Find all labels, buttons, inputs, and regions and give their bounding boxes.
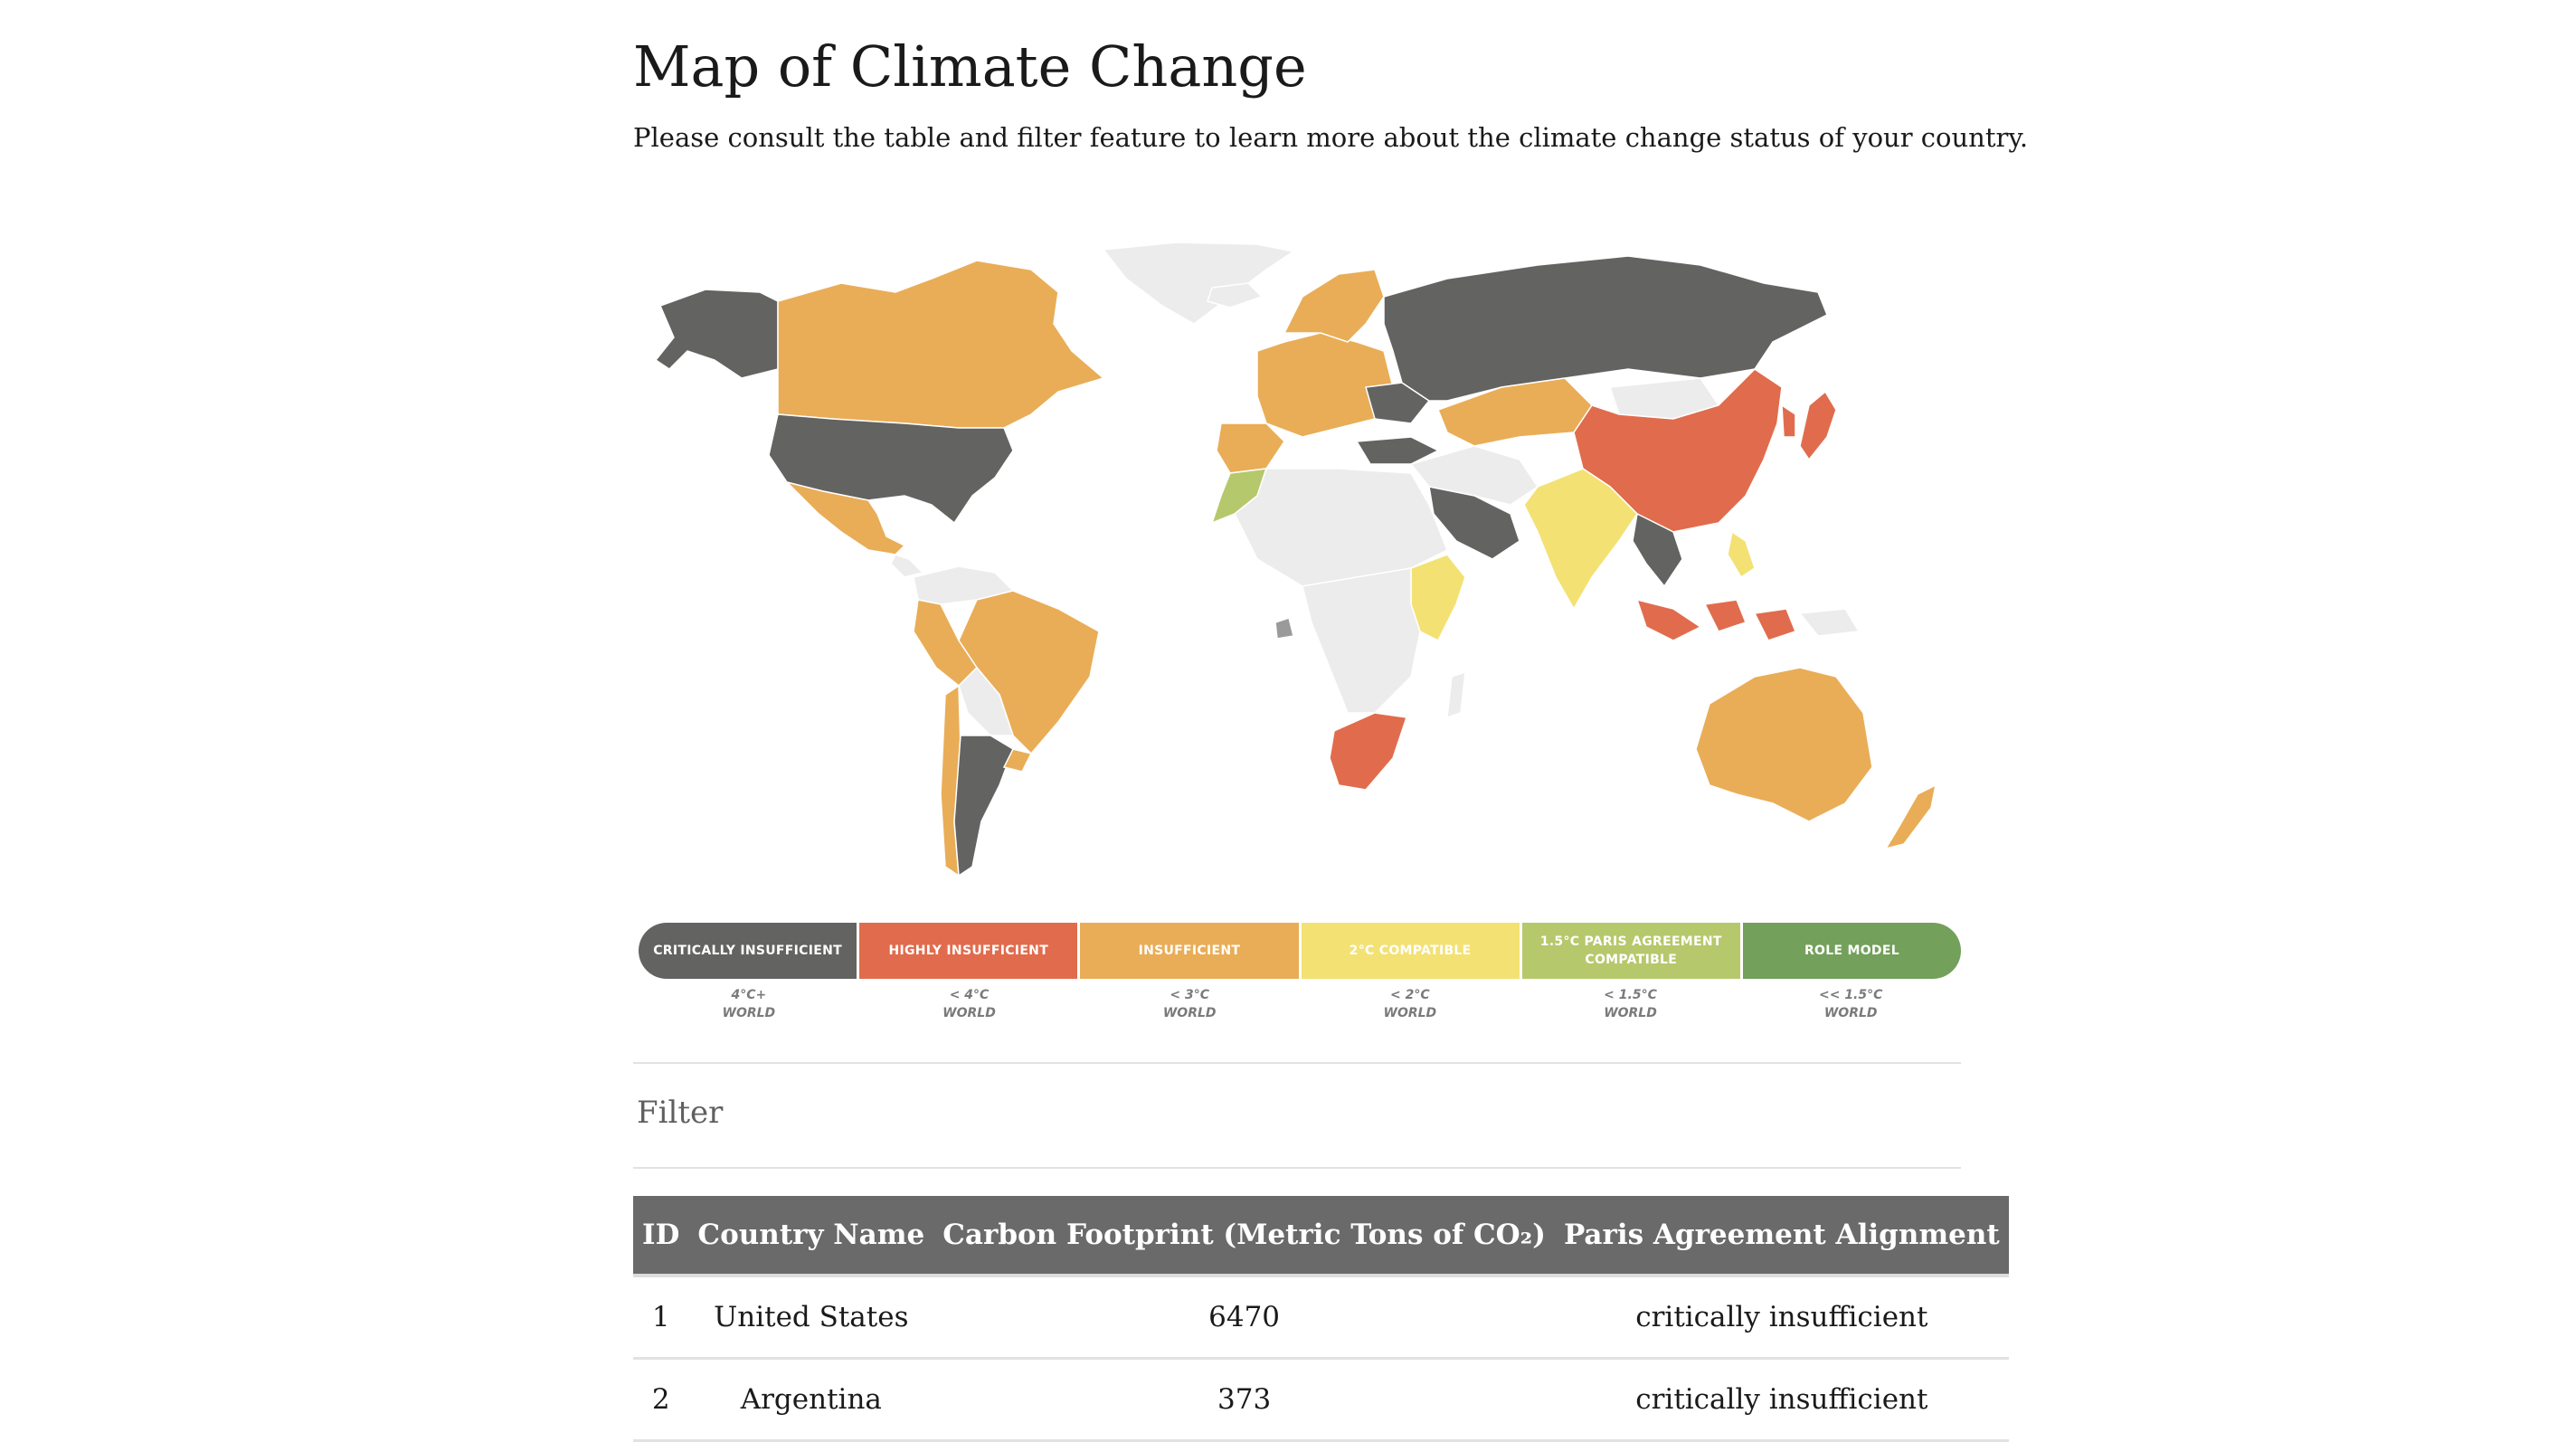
map-region-iberia: [1216, 422, 1285, 474]
legend-world-label: WORLD: [1383, 1006, 1437, 1020]
legend-item-3: INSUFFICIENT: [1080, 923, 1302, 979]
map-region-western-europe: [1256, 332, 1394, 438]
cell-paris-alignment: critically insufficient: [1554, 1358, 2009, 1442]
map-region-southeast-asia: [1632, 512, 1683, 588]
legend-world-label: WORLD: [942, 1006, 996, 1020]
map-region-gabon: [1274, 617, 1294, 640]
cell-id: 2: [633, 1358, 689, 1442]
legend-item-2: HIGHLY INSUFFICIENT: [859, 923, 1081, 979]
legend-world-label: WORLD: [722, 1006, 776, 1020]
column-header-carbon-footprint[interactable]: Carbon Footprint (Metric Tons of CO₂): [933, 1196, 1555, 1277]
legend-sublabel-6: << 1.5°C WORLD: [1740, 986, 1961, 1022]
map-region-india: [1523, 468, 1638, 611]
table-row[interactable]: 2 Argentina 373 critically insufficient: [633, 1358, 2009, 1442]
map-region-iceland: [1207, 282, 1264, 308]
legend-item-6: ROLE MODEL: [1742, 923, 1961, 979]
legend-sublabel-3: < 3°C WORLD: [1079, 986, 1300, 1022]
map-region-central-america: [890, 554, 924, 578]
filter-toggle[interactable]: Filter: [637, 1095, 724, 1131]
cell-country-name: United States: [688, 1276, 934, 1360]
map-region-papua: [1798, 608, 1861, 637]
map-region-turkey: [1355, 436, 1440, 465]
legend-world-label: WORLD: [1823, 1006, 1878, 1020]
column-header-paris-alignment[interactable]: Paris Agreement Alignment: [1554, 1196, 2009, 1277]
world-map: [654, 242, 1937, 878]
map-region-indonesia-2: [1703, 599, 1747, 632]
map-region-australia: [1695, 667, 1873, 822]
map-region-new-zealand: [1884, 783, 1937, 850]
map-region-south-africa: [1329, 712, 1407, 791]
map-region-scandinavia: [1283, 269, 1385, 343]
rating-legend: CRITICALLY INSUFFICIENT HIGHLY INSUFFICIE…: [639, 923, 1961, 979]
map-region-uruguay: [1002, 748, 1033, 773]
table-row[interactable]: 1 United States 6470 critically insuffic…: [633, 1276, 2009, 1360]
cell-carbon-footprint: 6470: [933, 1276, 1555, 1360]
cell-country-name: Argentina: [688, 1358, 934, 1442]
column-header-country-name[interactable]: Country Name: [688, 1196, 934, 1277]
map-region-usa: [768, 413, 1014, 525]
map-region-alaska: [654, 289, 779, 379]
legend-temperature: 4°C+: [731, 988, 767, 1002]
legend-sublabel-2: < 4°C WORLD: [859, 986, 1080, 1022]
map-region-japan: [1799, 390, 1837, 461]
map-region-indonesia: [1635, 598, 1702, 641]
map-region-madagascar: [1446, 670, 1466, 719]
map-region-korea: [1781, 403, 1796, 438]
legend-item-5: 1.5°C PARIS AGREEMENT COMPATIBLE: [1521, 923, 1743, 979]
climate-table: ID Country Name Carbon Footprint (Metric…: [633, 1196, 2009, 1442]
legend-temperature: < 3°C: [1170, 988, 1209, 1002]
legend-temperature: < 4°C: [949, 988, 990, 1002]
cell-id: 1: [633, 1276, 689, 1360]
legend-temperature: < 1.5°C: [1604, 988, 1657, 1002]
rating-legend-sublabels: 4°C+ WORLD < 4°C WORLD < 3°C WORLD < 2°C WORLD <…: [639, 986, 1961, 1022]
legend-item-1: CRITICALLY INSUFFICIENT: [639, 923, 860, 979]
divider-bottom: [633, 1167, 1961, 1169]
legend-sublabel-4: < 2°C WORLD: [1300, 986, 1520, 1022]
map-region-bolivia: [958, 666, 1015, 736]
cell-paris-alignment: critically insufficient: [1554, 1276, 2009, 1360]
legend-item-4: 2°C COMPATIBLE: [1301, 923, 1522, 979]
legend-temperature: < 2°C: [1390, 988, 1430, 1002]
page-subtitle: Please consult the table and filter feat…: [633, 122, 2029, 153]
map-region-philippines: [1727, 530, 1756, 579]
legend-sublabel-5: < 1.5°C WORLD: [1520, 986, 1741, 1022]
legend-temperature: << 1.5°C: [1818, 988, 1883, 1002]
map-region-ukraine: [1365, 382, 1431, 424]
column-header-id[interactable]: ID: [633, 1196, 689, 1277]
map-region-saudi-arabia: [1428, 486, 1520, 560]
legend-world-label: WORLD: [1162, 1006, 1217, 1020]
map-region-mexico: [784, 480, 906, 555]
map-region-indonesia-3: [1753, 608, 1796, 641]
map-region-canada: [777, 260, 1105, 429]
map-region-greenland: [1102, 242, 1295, 325]
cell-carbon-footprint: 373: [933, 1358, 1555, 1442]
table-header-row: ID Country Name Carbon Footprint (Metric…: [633, 1196, 2009, 1277]
map-region-central-africa: [1302, 567, 1421, 714]
legend-world-label: WORLD: [1604, 1006, 1657, 1020]
map-region-argentina: [953, 735, 1014, 878]
legend-sublabel-1: 4°C+ WORLD: [639, 986, 859, 1022]
divider-top: [633, 1062, 1961, 1064]
page-title: Map of Climate Change: [633, 33, 1307, 100]
